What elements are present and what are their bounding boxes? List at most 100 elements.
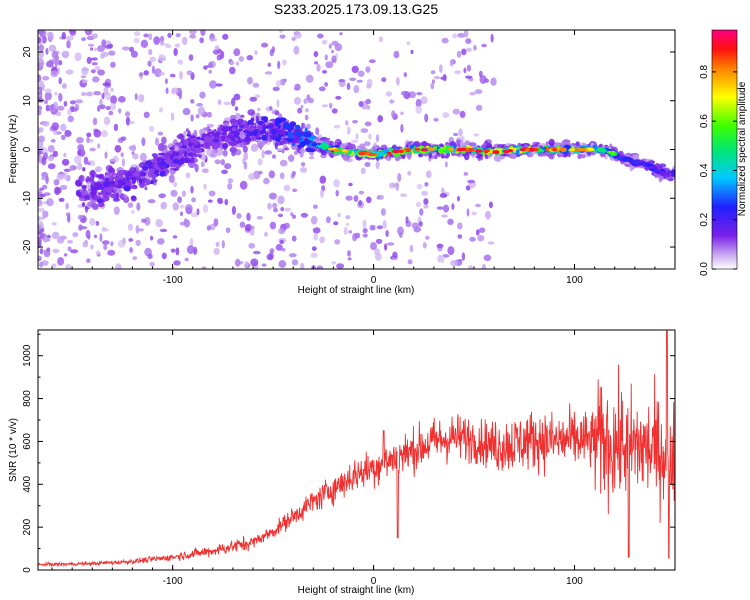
spectrogram-speckle bbox=[125, 111, 131, 117]
spectrogram-speckle bbox=[272, 154, 276, 159]
spectrogram-speckle bbox=[56, 237, 65, 244]
spectrogram-halo bbox=[247, 109, 255, 116]
spectrogram-speckle bbox=[276, 99, 280, 108]
spectrogram-peak bbox=[387, 151, 392, 155]
spectrogram-speckle bbox=[416, 183, 423, 190]
spectrogram-ridge-blob bbox=[109, 180, 115, 185]
spectrogram-speckle bbox=[90, 47, 94, 51]
spectrogram-speckle bbox=[200, 30, 206, 36]
spectrogram-speckle bbox=[248, 242, 256, 249]
spectrogram-speckle bbox=[231, 97, 236, 107]
spectrogram-speckle bbox=[89, 147, 96, 152]
spectrogram-speckle bbox=[105, 105, 111, 111]
spectrogram-ridge-blob bbox=[286, 138, 294, 143]
spectrogram-speckle bbox=[311, 246, 317, 251]
spectrogram-speckle bbox=[173, 48, 178, 56]
spectrogram-ridge-blob bbox=[306, 140, 314, 143]
spectrogram-speckle bbox=[113, 206, 120, 215]
spectrogram-ridge-blob bbox=[175, 151, 180, 157]
spectrogram-speckle bbox=[440, 187, 445, 195]
spectrogram-speckle bbox=[128, 121, 135, 124]
spectrogram-speckle bbox=[203, 65, 208, 70]
spectrogram-speckle bbox=[324, 82, 329, 87]
spectrogram-speckle bbox=[392, 251, 398, 259]
spectrogram-speckle bbox=[321, 39, 328, 45]
spectrogram-speckle bbox=[473, 133, 479, 137]
spectrogram-ridge-blob bbox=[304, 127, 308, 134]
spectrogram-ridge-blob bbox=[114, 177, 120, 180]
spectrogram-speckle bbox=[208, 190, 216, 197]
spectrogram-speckle bbox=[190, 212, 199, 218]
spectrogram-speckle bbox=[183, 218, 188, 225]
spectrogram-halo bbox=[173, 139, 178, 143]
spectrogram-speckle bbox=[55, 111, 62, 116]
spectrogram-speckle bbox=[257, 107, 261, 112]
spectrogram-speckle bbox=[52, 248, 60, 254]
spectrogram-speckle bbox=[314, 61, 319, 65]
spectrogram-speckle bbox=[199, 91, 206, 99]
spectrogram-ridge-blob bbox=[226, 135, 233, 139]
spectrogram-speckle bbox=[92, 117, 98, 126]
spectrogram-speckle bbox=[362, 233, 368, 238]
spectrogram-speckle bbox=[264, 232, 268, 237]
spectrogram-peak bbox=[456, 148, 462, 152]
spectrogram-speckle bbox=[268, 192, 277, 200]
spectrogram-speckle bbox=[474, 89, 483, 95]
spectrogram-speckle bbox=[358, 200, 363, 207]
spectrogram-speckle bbox=[95, 250, 101, 256]
spectrogram-speckle bbox=[229, 66, 236, 75]
spectrogram-ridge-blob bbox=[133, 170, 141, 178]
spectrogram-speckle bbox=[292, 188, 298, 193]
spectrogram-speckle bbox=[405, 216, 409, 224]
spectrogram-speckle bbox=[67, 108, 72, 116]
spectrogram-speckle bbox=[473, 45, 477, 51]
spectrogram-speckle bbox=[56, 105, 65, 111]
spectrogram-speckle bbox=[345, 195, 353, 201]
spectrogram-ridge-blob bbox=[599, 148, 607, 153]
spectrogram-speckle bbox=[84, 30, 93, 36]
spectrogram-speckle bbox=[147, 60, 152, 67]
spectrogram-speckle bbox=[325, 61, 334, 69]
spectrogram-peak bbox=[392, 149, 400, 154]
spectrogram-speckle bbox=[471, 211, 477, 216]
spectrogram-ridge-blob bbox=[261, 134, 268, 141]
spectrogram-ridge-blob bbox=[287, 132, 294, 138]
spectrogram-speckle bbox=[41, 35, 47, 44]
spectrogram-speckle bbox=[331, 261, 337, 265]
spectrogram-speckle bbox=[125, 116, 131, 126]
spectrogram-speckle bbox=[326, 216, 331, 224]
spectrogram-speckle bbox=[38, 50, 45, 59]
spectrogram-ridge-blob bbox=[515, 149, 520, 156]
spectrogram-speckle bbox=[177, 59, 184, 65]
spectrogram-speckle bbox=[41, 156, 47, 166]
spectrogram-speckle bbox=[150, 235, 154, 241]
spectrogram-speckle bbox=[378, 36, 384, 43]
spectrogram-speckle bbox=[102, 227, 109, 232]
spectrogram-speckle bbox=[217, 99, 222, 105]
spectrogram-ridge-blob bbox=[90, 191, 97, 195]
spectrogram-ridge-blob bbox=[154, 163, 159, 169]
spectrogram-speckle bbox=[424, 113, 429, 123]
spectrogram-ridge-blob bbox=[233, 133, 239, 139]
spectrogram-halo bbox=[130, 195, 137, 200]
spectrogram-speckle bbox=[252, 250, 261, 255]
spectrogram-speckle bbox=[354, 232, 361, 239]
spectrogram-speckle bbox=[135, 225, 140, 234]
spectrogram-ridge-blob bbox=[248, 127, 256, 131]
spectrogram-speckle bbox=[44, 99, 48, 105]
spectrogram-halo bbox=[257, 140, 264, 146]
spectrogram-speckle bbox=[468, 265, 474, 269]
spectrogram-speckle bbox=[375, 238, 383, 244]
spectrogram-speckle bbox=[201, 266, 207, 269]
spectrogram-speckle bbox=[42, 76, 50, 81]
spectrogram-ridge-blob bbox=[168, 151, 173, 154]
spectrogram-speckle bbox=[85, 91, 93, 97]
spectrogram-ridge-blob bbox=[321, 144, 329, 150]
spectrogram-speckle bbox=[131, 210, 135, 214]
spectrogram-halo bbox=[274, 141, 278, 150]
spectrogram-speckle bbox=[99, 233, 103, 242]
spectrogram-speckle bbox=[224, 163, 232, 170]
spectrogram-halo bbox=[274, 110, 280, 116]
spectrogram-ridge-blob bbox=[295, 124, 301, 130]
spectrogram-ridge-blob bbox=[96, 198, 104, 204]
